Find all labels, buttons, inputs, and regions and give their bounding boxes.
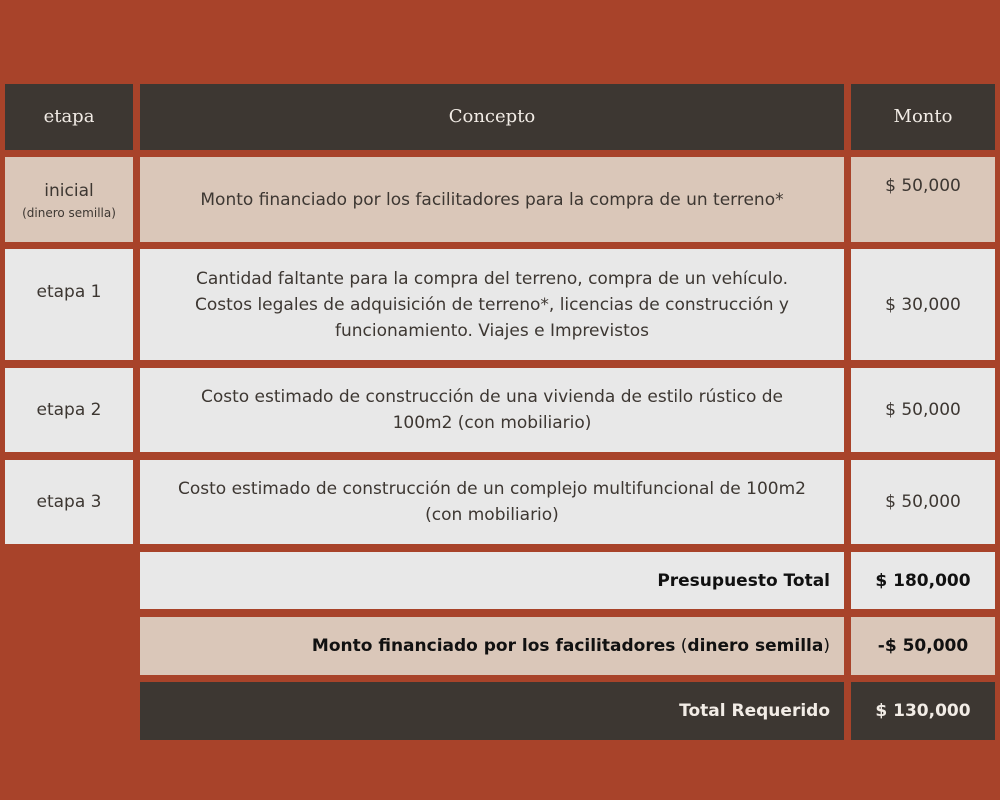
header-etapa: etapa	[5, 84, 133, 150]
total-label: Presupuesto Total	[140, 552, 844, 609]
row-etapa2-monto: $ 50,000	[851, 368, 995, 452]
row-inicial-concepto: Monto financiado por los facilitadores p…	[140, 157, 844, 242]
row-etapa2-concepto: Costo estimado de construcción de una vi…	[140, 368, 844, 452]
row-etapa1-concepto: Cantidad faltante para la compra del ter…	[140, 249, 844, 360]
seed-label: Monto financiado por los facilitadores (…	[140, 617, 844, 675]
seed-value: -$ 50,000	[851, 617, 995, 675]
total-value: $ 180,000	[851, 552, 995, 609]
row-etapa1-etapa: etapa 1	[5, 249, 133, 360]
row-inicial-monto: $ 50,000	[851, 157, 995, 242]
row-etapa1-monto: $ 30,000	[851, 249, 995, 360]
row-etapa3-etapa: etapa 3	[5, 460, 133, 544]
row-etapa3-monto: $ 50,000	[851, 460, 995, 544]
etapa-note: (dinero semilla)	[22, 205, 116, 220]
seed-label-main: Monto financiado por los facilitadores	[311, 636, 676, 656]
row-inicial-etapa: inicial (dinero semilla)	[5, 157, 133, 242]
header-concepto: Concepto	[140, 84, 844, 150]
required-label: Total Requerido	[140, 682, 844, 740]
etapa-label: inicial	[44, 180, 94, 201]
seed-label-note: dinero semilla	[687, 636, 824, 656]
required-value: $ 130,000	[851, 682, 995, 740]
header-monto: Monto	[851, 84, 995, 150]
row-etapa3-concepto: Costo estimado de construcción de un com…	[140, 460, 844, 544]
row-etapa2-etapa: etapa 2	[5, 368, 133, 452]
